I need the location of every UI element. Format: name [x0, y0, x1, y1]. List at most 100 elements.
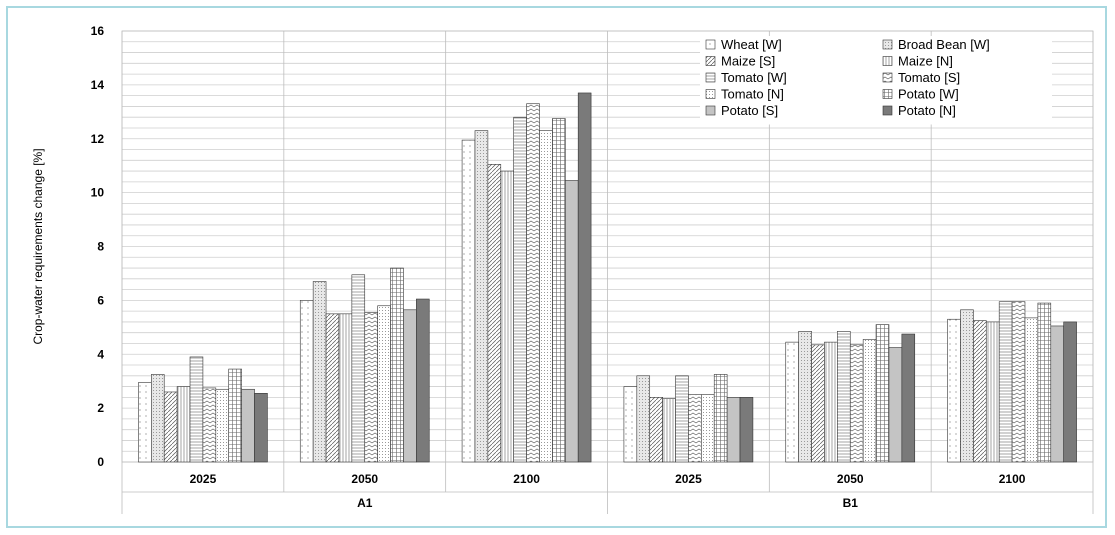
y-tick-label: 0: [97, 455, 104, 469]
legend-swatch: [882, 105, 893, 116]
bar: [299, 300, 314, 463]
legend-label: Maize [S]: [721, 54, 775, 69]
legend-swatch: [705, 56, 716, 66]
bar: [377, 305, 391, 463]
bar: [138, 382, 152, 463]
bar: [1024, 317, 1039, 463]
legend-swatch: [705, 89, 716, 99]
bar: [960, 309, 974, 463]
bar: [785, 341, 799, 463]
bar: [390, 267, 404, 463]
bar: [312, 281, 327, 463]
legend-label: Tomato [W]: [721, 70, 787, 85]
legend-swatch: [705, 39, 716, 50]
x-tick-label: 2100: [513, 472, 540, 486]
bar: [364, 312, 378, 463]
y-tick-label: 12: [91, 132, 105, 146]
bar: [701, 394, 715, 463]
bar: [1037, 302, 1052, 463]
bar: [564, 180, 579, 463]
y-tick-label: 4: [97, 347, 104, 361]
legend-item: Potato [N]: [882, 103, 956, 118]
bar: [416, 298, 430, 463]
bar: [202, 387, 217, 463]
legend-item: Maize [S]: [705, 54, 775, 69]
legend-item: Tomato [W]: [705, 70, 787, 85]
y-tick-label: 14: [91, 78, 105, 92]
legend-swatch: [705, 72, 716, 83]
bar: [552, 118, 566, 463]
bar: [163, 391, 178, 463]
bar: [500, 170, 514, 463]
bar: [151, 374, 165, 463]
bar: [577, 92, 592, 463]
legend-swatch: [882, 56, 893, 66]
bar: [998, 301, 1013, 463]
bar: [649, 397, 663, 463]
bar: [888, 347, 903, 463]
y-tick-label: 10: [91, 186, 105, 200]
legend-label: Tomato [N]: [721, 87, 784, 102]
y-axis-label: Crop-water requirements change [%]: [31, 148, 45, 344]
legend-label: Potato [W]: [898, 87, 959, 102]
bar: [474, 130, 489, 463]
bar: [726, 397, 741, 463]
legend-label: Potato [S]: [721, 103, 778, 118]
y-tick-label: 16: [91, 24, 105, 38]
bar: [662, 398, 676, 463]
bar: [985, 321, 1000, 463]
bar: [461, 139, 476, 463]
bar: [824, 341, 838, 463]
bar: [325, 313, 340, 463]
bar: [947, 318, 961, 463]
bar: [811, 344, 825, 463]
y-tick-label: 2: [97, 401, 104, 415]
x-group-label: B1: [843, 496, 859, 510]
bar: [973, 320, 987, 463]
legend-label: Broad Bean [W]: [898, 37, 990, 52]
bar: [849, 344, 864, 463]
x-tick-label: 2050: [351, 472, 378, 486]
bar: [1050, 325, 1064, 463]
bar: [539, 130, 553, 463]
y-tick-label: 8: [97, 240, 104, 254]
legend-swatch: [882, 89, 893, 99]
x-tick-label: 2050: [837, 472, 864, 486]
legend-item: Broad Bean [W]: [882, 37, 990, 52]
legend-item: Potato [W]: [882, 87, 959, 102]
legend-label: Maize [N]: [898, 54, 953, 69]
legend-item: Potato [S]: [705, 103, 778, 118]
bar: [526, 103, 540, 463]
bar: [688, 394, 702, 463]
bar: [862, 339, 877, 463]
bar: [713, 374, 728, 463]
bar: [623, 386, 638, 463]
bar: [675, 375, 689, 463]
y-tick-label: 6: [97, 293, 104, 307]
legend-label: Tomato [S]: [898, 70, 960, 85]
bar: [837, 331, 851, 463]
bar: [739, 397, 754, 463]
bar: [189, 356, 204, 463]
bar: [176, 386, 191, 463]
legend-item: Maize [N]: [882, 54, 953, 69]
x-group-label: A1: [357, 496, 373, 510]
legend-swatch: [882, 39, 893, 50]
bar: [403, 309, 417, 463]
legend-item: Tomato [S]: [882, 70, 960, 85]
bar: [241, 388, 255, 463]
legend-item: Wheat [W]: [705, 37, 782, 52]
legend-swatch: [705, 105, 716, 116]
legend-label: Wheat [W]: [721, 37, 782, 52]
bar: [487, 164, 502, 463]
bar: [901, 333, 916, 463]
legend-background: [700, 36, 1052, 125]
legend-swatch: [882, 72, 893, 83]
x-tick-label: 2100: [999, 472, 1026, 486]
legend-label: Potato [N]: [898, 103, 956, 118]
bar: [254, 393, 268, 463]
x-tick-label: 2025: [675, 472, 702, 486]
bar: [798, 331, 812, 463]
bar: [875, 324, 890, 463]
